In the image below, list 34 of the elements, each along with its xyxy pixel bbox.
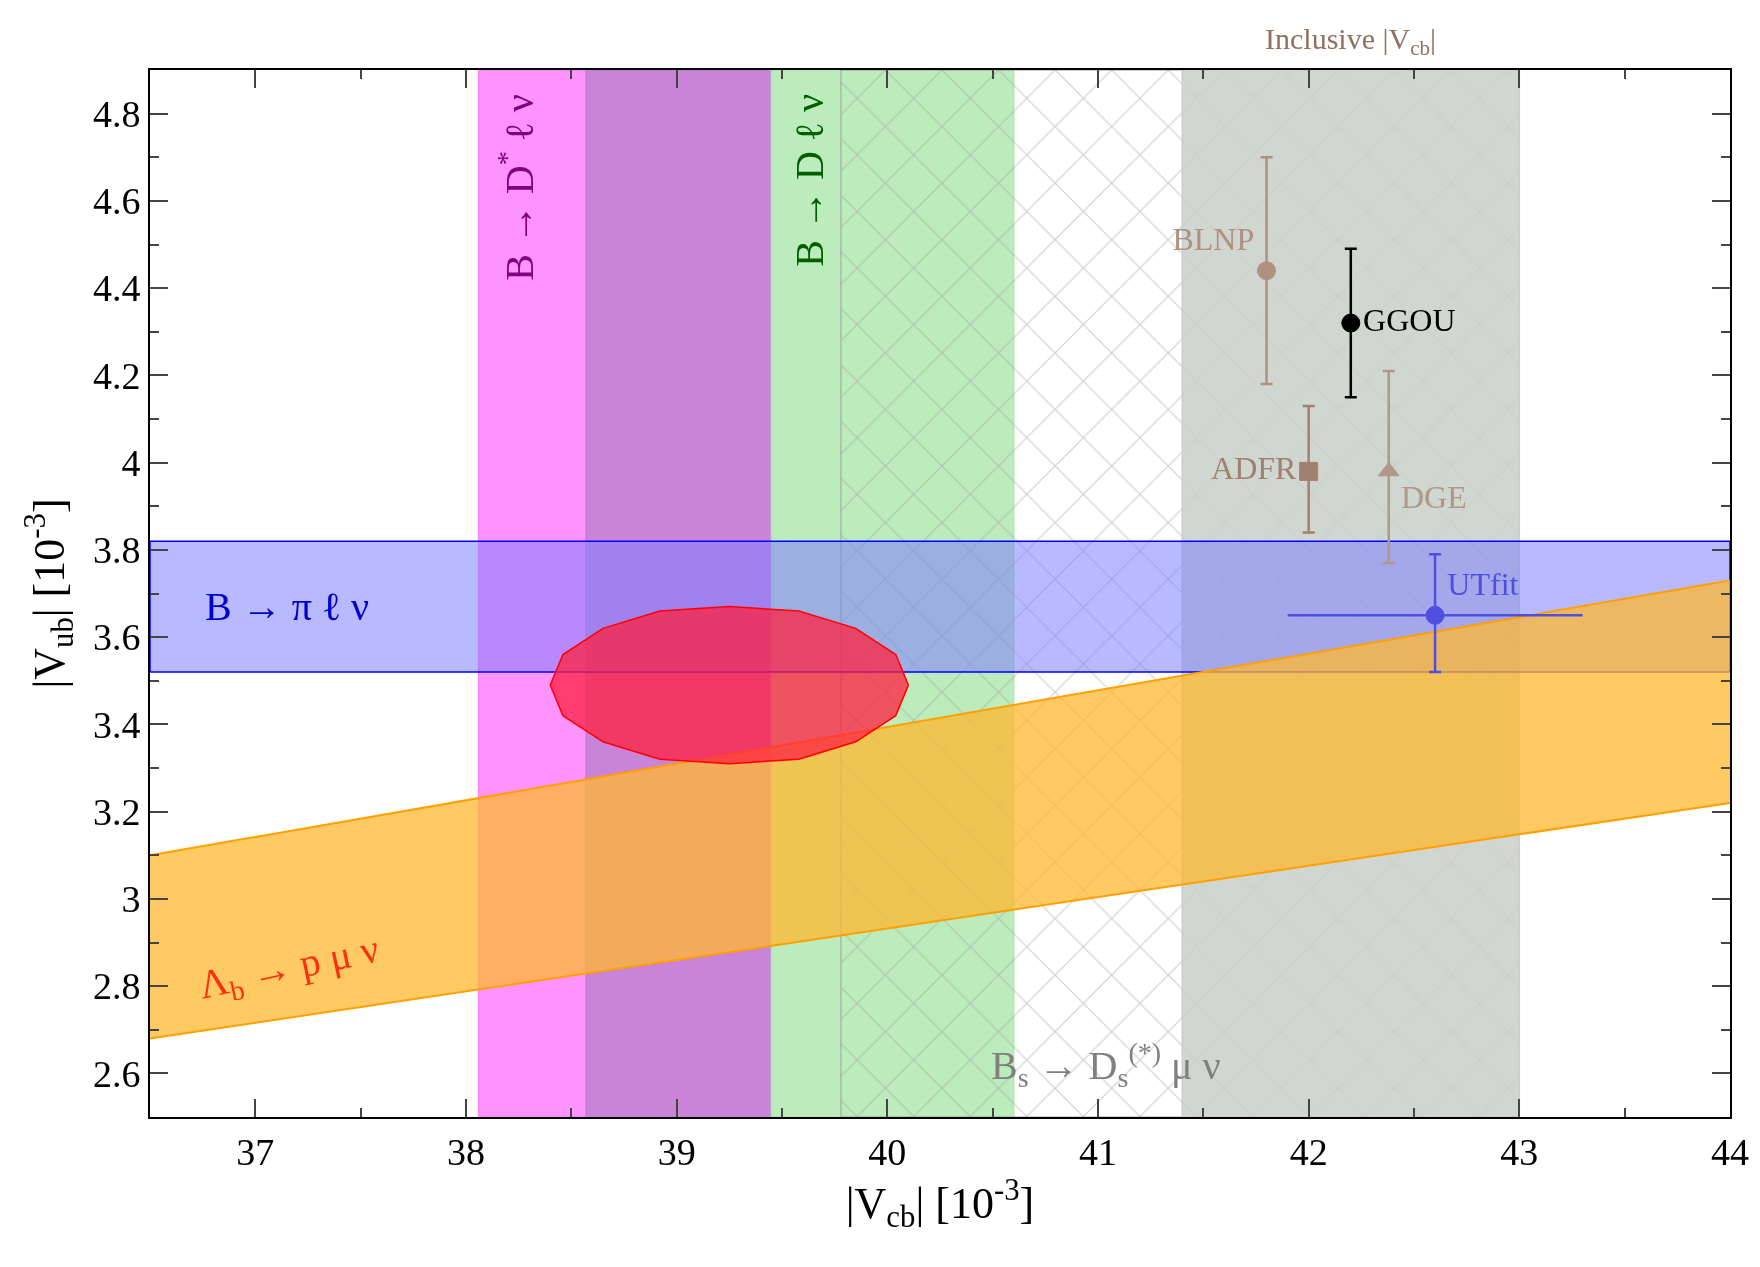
- y-tick-label: 3.8: [92, 529, 141, 572]
- band-label: B$_{s}$ → D$_{s}$$^{(*)}$ μ ν: [991, 1037, 1221, 1094]
- y-tick-label: 3.4: [92, 703, 141, 746]
- y-tick-label: 3: [121, 878, 141, 921]
- series-label: DGE: [1400, 478, 1467, 515]
- x-tick-label: 42: [1289, 1130, 1328, 1173]
- y-tick-label: 2.6: [92, 1052, 141, 1095]
- x-tick-label: 40: [868, 1130, 907, 1173]
- y-tick-label: 4.4: [92, 267, 141, 310]
- y-tick-label: 4: [121, 441, 141, 484]
- x-axis-title: |V$_{cb}$| [10$^{-3}$]: [845, 1172, 1035, 1235]
- x-tick-label: 38: [447, 1130, 485, 1173]
- point: [1257, 261, 1277, 281]
- series-label: UTfit: [1447, 566, 1519, 603]
- y-tick-label: 3.6: [92, 616, 141, 659]
- series-label: GGOU: [1363, 302, 1456, 339]
- x-tick-label: 37: [236, 1130, 275, 1173]
- y-tick-label: 4.8: [92, 92, 141, 135]
- point: [1299, 461, 1319, 481]
- y-tick-label: 2.8: [92, 965, 141, 1008]
- x-tick-label: 43: [1500, 1130, 1539, 1173]
- band-label: Inclusive |V$_{cb}$|: [1265, 22, 1436, 61]
- x-tick-label: 39: [657, 1130, 696, 1173]
- x-tick-label: 41: [1079, 1130, 1117, 1173]
- point: [1341, 313, 1361, 333]
- y-tick-label: 4.2: [92, 354, 141, 397]
- point: [1425, 605, 1445, 625]
- y-tick-label: 3.2: [92, 790, 141, 833]
- band-label: B → π ℓ ν: [205, 584, 370, 629]
- y-tick-label: 4.6: [92, 180, 141, 223]
- x-tick-label: 44: [1711, 1130, 1749, 1173]
- band-label: B → D ℓ ν: [787, 93, 833, 267]
- series-label: BLNP: [1172, 221, 1255, 258]
- series-label: ADFR: [1211, 450, 1298, 487]
